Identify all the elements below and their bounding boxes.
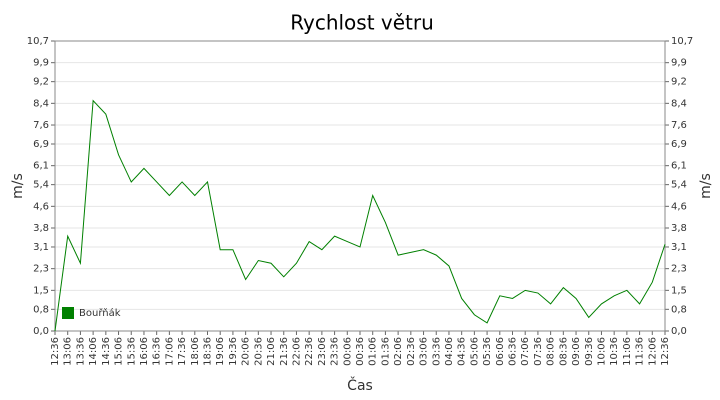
y-tick-label: 1,5 [33,285,49,296]
x-tick-label: 12:36 [660,337,671,366]
x-tick-label: 11:36 [635,337,646,366]
x-tick-label: 21:06 [266,337,277,366]
y-tick-label: 0,0 [33,326,49,337]
x-tick-label: 16:36 [152,337,163,366]
x-tick-label: 05:36 [482,337,493,366]
x-tick-label: 03:06 [419,337,430,366]
y2-tick-label: 3,1 [671,242,687,253]
y2-tick-label: 6,1 [671,161,687,172]
x-tick-label: 02:36 [406,337,417,366]
x-tick-label: 13:06 [63,337,74,366]
plot-border [54,40,666,332]
y-tick-label: 3,1 [33,242,49,253]
y2-tick-label: 0,0 [671,326,687,337]
y-tick-label: 9,9 [33,58,49,69]
x-tick-label: 17:36 [177,337,188,366]
x-tick-label: 19:36 [228,337,239,366]
x-tick-label: 07:06 [520,337,531,366]
x-tick-label: 04:36 [457,337,468,366]
x-tick-label: 01:06 [368,337,379,366]
x-tick-label: 13:36 [75,337,86,366]
x-tick-label: 20:36 [253,337,264,366]
x-tick-label: 12:06 [647,337,658,366]
x-tick-label: 11:06 [622,337,633,366]
x-tick-label: 19:06 [215,337,226,366]
x-tick-label: 14:36 [101,337,112,366]
y-axis-label: m/s [10,173,26,199]
y-tick-label: 3,8 [33,223,49,234]
x-tick-label: 06:36 [508,337,519,366]
x-tick-label: 18:36 [203,337,214,366]
y-tick-label: 0,8 [33,304,49,315]
y-tick-label: 5,4 [33,180,49,191]
x-tick-label: 00:06 [342,337,353,366]
legend-swatch [62,307,74,319]
y2-axis-label: m/s [698,173,714,199]
x-tick-label: 08:06 [546,337,557,366]
y-tick-label: 6,9 [33,139,49,150]
y2-tick-label: 1,5 [671,285,687,296]
x-tick-label: 15:36 [126,337,137,366]
x-tick-label: 03:36 [431,337,442,366]
x-tick-label: 07:36 [533,337,544,366]
y2-tick-label: 9,2 [671,77,687,88]
x-tick-label: 23:36 [330,337,341,366]
x-tick-label: 10:06 [596,337,607,366]
x-tick-label: 06:06 [495,337,506,366]
legend-label: Bouřňák [79,307,121,319]
y-tick-label: 8,4 [33,98,49,109]
y-tick-label: 2,3 [33,264,49,275]
y-tick-label: 4,6 [33,201,49,212]
x-tick-label: 22:36 [304,337,315,366]
x-tick-label: 18:06 [190,337,201,366]
x-tick-label: 16:06 [139,337,150,366]
x-tick-label: 10:36 [609,337,620,366]
y2-tick-label: 0,8 [671,304,687,315]
y2-tick-label: 4,6 [671,201,687,212]
y2-tick-label: 2,3 [671,264,687,275]
x-tick-label: 00:36 [355,337,366,366]
x-tick-label: 09:06 [571,337,582,366]
x-tick-label: 23:06 [317,337,328,366]
x-tick-label: 22:06 [291,337,302,366]
x-tick-label: 09:36 [584,337,595,366]
y-tick-label: 7,6 [33,120,49,131]
chart-title: Rychlost větru [290,11,434,35]
plot-area [55,41,665,331]
data-line [54,99,666,332]
x-tick-label: 04:06 [444,337,455,366]
x-tick-label: 20:06 [241,337,252,366]
y2-tick-label: 8,4 [671,98,687,109]
x-tick-label: 14:06 [88,337,99,366]
x-tick-label: 02:06 [393,337,404,366]
x-tick-label: 15:06 [114,337,125,366]
y2-tick-label: 10,7 [671,36,693,47]
y2-tick-label: 5,4 [671,180,687,191]
y2-tick-label: 6,9 [671,139,687,150]
y-tick-label: 6,1 [33,161,49,172]
x-axis-label: Čas [347,376,373,394]
y2-tick-label: 3,8 [671,223,687,234]
x-tick-label: 21:36 [279,337,290,366]
x-tick-label: 01:36 [380,337,391,366]
y2-tick-label: 9,9 [671,58,687,69]
y-tick-label: 9,2 [33,77,49,88]
x-tick-label: 12:36 [50,337,61,366]
x-tick-label: 08:36 [558,337,569,366]
x-tick-label: 17:06 [164,337,175,366]
y-tick-label: 10,7 [27,36,49,47]
y2-tick-label: 7,6 [671,120,687,131]
x-tick-label: 05:06 [469,337,480,366]
